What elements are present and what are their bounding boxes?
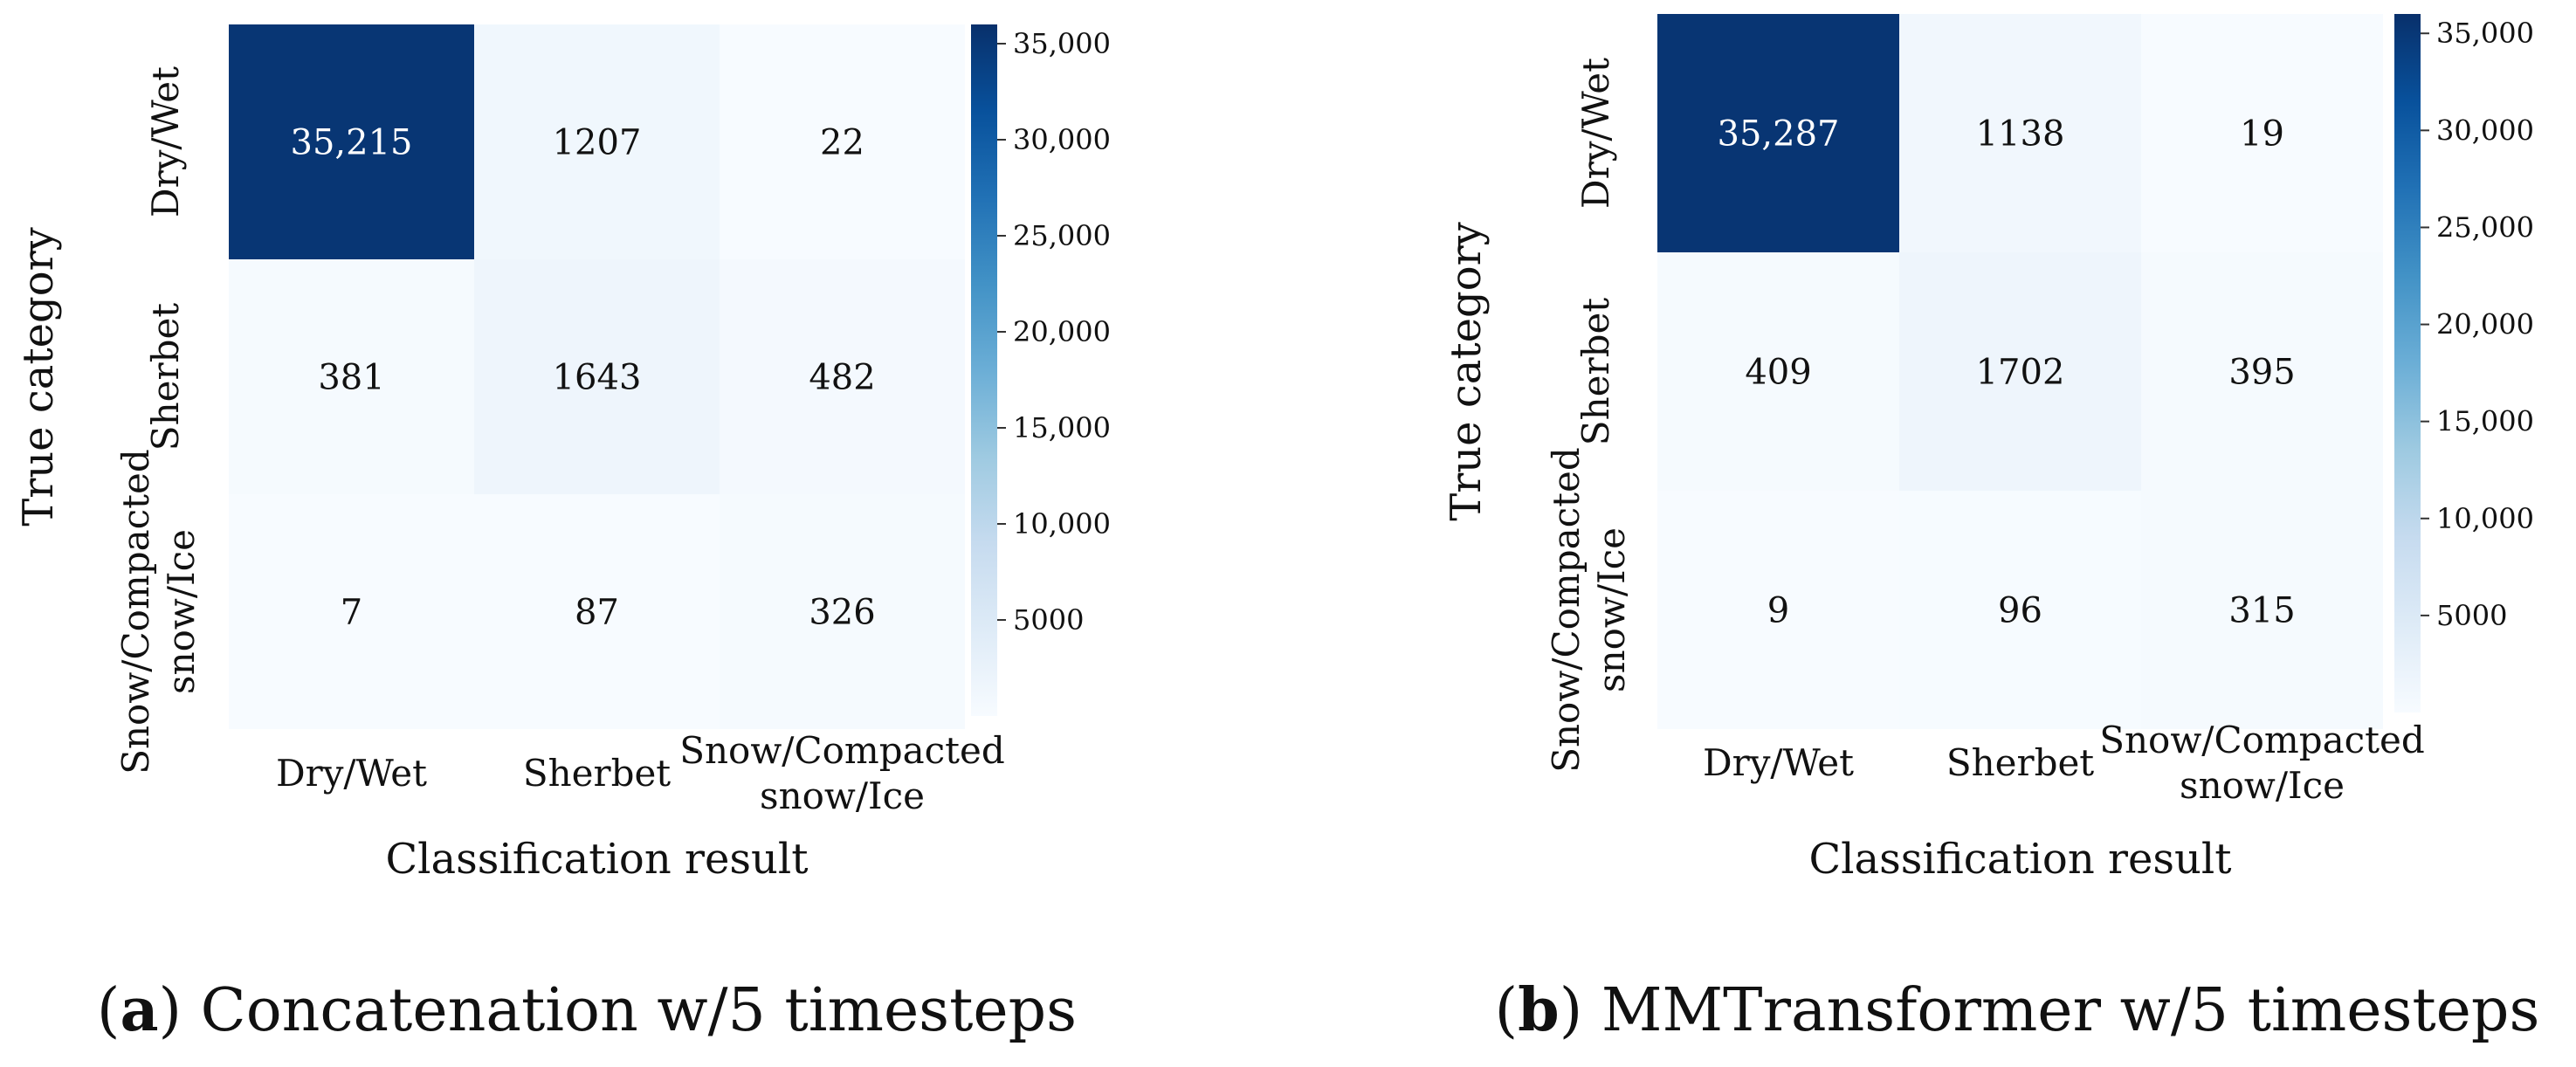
y-tick-label: Dry/Wet bbox=[1574, 58, 1617, 209]
heatmap-cell bbox=[474, 24, 720, 259]
x-tick-label: Snow/Compacted bbox=[679, 729, 1005, 772]
heatmap-cell bbox=[720, 259, 965, 494]
caption-paren: ( bbox=[1495, 976, 1519, 1045]
heatmap-cell bbox=[2141, 14, 2383, 252]
colorbar-tick-label: 30,000 bbox=[1013, 123, 1111, 156]
heatmap-cell bbox=[1899, 491, 2141, 729]
colorbar-tick-label: 10,000 bbox=[2436, 502, 2534, 535]
cell-value-label: 409 bbox=[1745, 353, 1811, 393]
heatmap-cell bbox=[1657, 491, 1899, 729]
colorbar-tick-label: 10,000 bbox=[1013, 507, 1111, 540]
cell-value-label: 381 bbox=[318, 358, 384, 398]
y-axis-title: True category bbox=[14, 227, 63, 526]
caption-letter: a bbox=[120, 975, 158, 1045]
heatmap-cell bbox=[720, 24, 965, 259]
cell-value-label: 87 bbox=[575, 593, 619, 633]
colorbar bbox=[971, 24, 997, 716]
y-axis-title: True category bbox=[1442, 222, 1491, 520]
cell-value-label: 7 bbox=[341, 593, 362, 633]
y-tick-label: Snow/Compacted bbox=[1545, 447, 1588, 773]
x-tick-label: Sherbet bbox=[1946, 741, 2094, 784]
colorbar-tick-label: 15,000 bbox=[1013, 411, 1111, 444]
x-axis-title: Classification result bbox=[385, 835, 808, 884]
y-tick-label: Snow/Compacted bbox=[114, 449, 157, 774]
y-tick-label: Sherbet bbox=[1574, 298, 1617, 445]
cell-value-label: 1207 bbox=[553, 123, 642, 163]
colorbar-tick-label: 25,000 bbox=[1013, 219, 1111, 252]
cell-value-label: 96 bbox=[1998, 591, 2042, 631]
cell-value-label: 395 bbox=[2228, 353, 2295, 393]
colorbar-tick-label: 30,000 bbox=[2436, 114, 2534, 147]
caption-paren: ) bbox=[159, 976, 201, 1045]
x-tick-label: Dry/Wet bbox=[1703, 741, 1854, 784]
heatmap-cell bbox=[720, 494, 965, 729]
heatmap-cell bbox=[229, 494, 474, 729]
heatmap-cell bbox=[2141, 252, 2383, 491]
caption-text: MMTransformer w/5 timesteps bbox=[1601, 976, 2540, 1045]
cell-value-label: 35,215 bbox=[291, 123, 413, 163]
cell-value-label: 1643 bbox=[553, 358, 642, 398]
colorbar-tick-label: 5000 bbox=[2436, 599, 2507, 632]
panel-caption: (b) MMTransformer w/5 timesteps bbox=[1495, 975, 2540, 1045]
heatmap-cell bbox=[229, 259, 474, 494]
heatmap-cell bbox=[2141, 491, 2383, 729]
caption-text: Concatenation w/5 timesteps bbox=[201, 976, 1077, 1045]
y-tick-label: Sherbet bbox=[144, 303, 187, 451]
heatmap-cell bbox=[229, 24, 474, 259]
cell-value-label: 9 bbox=[1767, 591, 1789, 631]
heatmap-cell bbox=[1899, 252, 2141, 491]
caption-paren: ( bbox=[97, 976, 121, 1045]
x-tick-label: Snow/Compacted bbox=[2099, 719, 2425, 761]
heatmap-cell bbox=[1657, 252, 1899, 491]
x-tick-label: Sherbet bbox=[523, 752, 671, 795]
heatmap-cell bbox=[474, 494, 720, 729]
x-axis-title: Classification result bbox=[1808, 835, 2231, 884]
heatmap-cell bbox=[1899, 14, 2141, 252]
colorbar-tick-label: 20,000 bbox=[1013, 315, 1111, 348]
colorbar-tick-label: 20,000 bbox=[2436, 308, 2534, 341]
heatmap-cell bbox=[1657, 14, 1899, 252]
x-tick-label: Dry/Wet bbox=[276, 752, 427, 795]
cell-value-label: 1702 bbox=[1976, 353, 2065, 393]
y-tick-label: Dry/Wet bbox=[144, 66, 187, 217]
x-tick-label: snow/Ice bbox=[760, 774, 925, 817]
cell-value-label: 19 bbox=[2240, 114, 2284, 155]
colorbar-tick-label: 5000 bbox=[1013, 603, 1084, 637]
colorbar-tick-label: 25,000 bbox=[2436, 210, 2534, 244]
caption-letter: b bbox=[1518, 975, 1560, 1045]
y-tick-label: snow/Ice bbox=[1590, 527, 1633, 692]
confusion-matrix-a: 35,215 1207 22 381 1643 482 7 87 326 Dry/Wet Sherb… bbox=[14, 24, 1111, 1045]
colorbar bbox=[2394, 14, 2421, 712]
y-tick-label: snow/Ice bbox=[160, 529, 203, 694]
cell-value-label: 35,287 bbox=[1718, 114, 1840, 155]
colorbar-tick-label: 35,000 bbox=[1013, 27, 1111, 60]
confusion-matrix-b: 35,287 1138 19 409 1702 395 9 96 315 Dry/Wet Sherb… bbox=[1442, 14, 2539, 1045]
cell-value-label: 315 bbox=[2228, 591, 2295, 631]
x-tick-label: snow/Ice bbox=[2180, 764, 2345, 807]
caption-paren: ) bbox=[1560, 976, 1601, 1045]
colorbar-tick-label: 15,000 bbox=[2436, 405, 2534, 438]
colorbar-tick-label: 35,000 bbox=[2436, 17, 2534, 50]
cell-value-label: 22 bbox=[820, 123, 864, 163]
cell-value-label: 482 bbox=[809, 358, 875, 398]
cell-value-label: 326 bbox=[809, 593, 875, 633]
cell-value-label: 1138 bbox=[1976, 114, 2065, 155]
heatmap-cell bbox=[474, 259, 720, 494]
panel-caption: (a) Concatenation w/5 timesteps bbox=[97, 975, 1077, 1045]
